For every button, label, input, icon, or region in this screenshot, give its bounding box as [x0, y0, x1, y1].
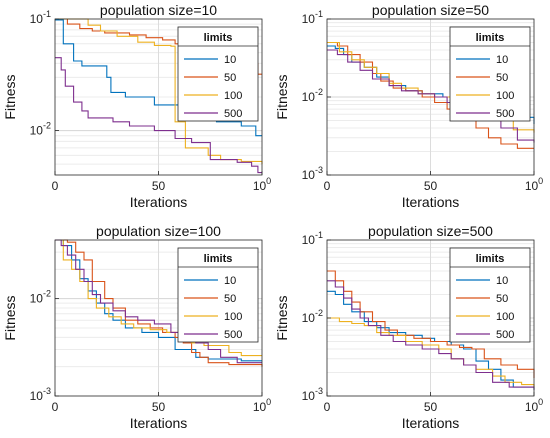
legend-title: limits: [476, 253, 505, 265]
legend-label: 50: [496, 72, 508, 84]
legend-box: [449, 26, 531, 122]
x-tick-label: 0: [324, 179, 331, 193]
legend-box: [449, 247, 531, 343]
subplot-title: population size=500: [368, 223, 493, 239]
legend-label: 10: [496, 54, 508, 66]
legend: limits 10 50 100 500: [177, 26, 259, 122]
legend-label: 10: [496, 275, 508, 287]
x-tick-label: 0: [324, 400, 331, 414]
series-line-500: [55, 239, 262, 364]
legend-label: 50: [496, 293, 508, 305]
series-line-500: [327, 280, 535, 390]
y-tick-label: 10-2: [302, 308, 323, 325]
legend-label: 100: [224, 90, 242, 102]
legend: limits 10 50 100 500: [449, 247, 531, 343]
x-tick-label: 100: [253, 176, 271, 193]
legend-label: 100: [496, 90, 514, 102]
y-tick-label: 10-1: [30, 9, 51, 26]
legend-label: 500: [224, 329, 242, 341]
x-tick-label: 0: [52, 179, 59, 193]
series-line-100: [55, 239, 262, 357]
legend-box: [177, 26, 259, 122]
legend-label: 10: [224, 275, 236, 287]
legend-title: limits: [204, 253, 233, 265]
y-tick-label: 10-3: [30, 386, 51, 403]
subplot-1: 0 50 100 10-2 10-1 population size=10 Iteratio…: [2, 2, 271, 210]
legend-box: [177, 247, 259, 343]
legend-label: 10: [224, 54, 236, 66]
x-axis-label: Iterations: [402, 415, 460, 431]
legend-label: 100: [224, 311, 242, 323]
series-group: [327, 270, 535, 390]
legend: limits 10 50 100 500: [449, 26, 531, 122]
x-axis-label: Iterations: [130, 415, 188, 431]
legend-label: 50: [224, 72, 236, 84]
legend-title: limits: [204, 32, 233, 44]
x-tick-label: 50: [424, 400, 438, 414]
series-line-10: [55, 19, 262, 137]
legend-label: 100: [496, 311, 514, 323]
x-tick-label: 100: [525, 176, 543, 193]
legend-title: limits: [476, 32, 505, 44]
subplot-3: 0 50 100 10-3 10-2 population size=100 Iterati…: [2, 223, 271, 431]
y-axis-label: Fitness: [2, 295, 18, 340]
subplot-2: 0 50 100 10-3 10-2 10-1 population size=50 Iter…: [274, 2, 543, 210]
y-tick-label: 10-1: [302, 230, 323, 247]
series-line-50: [327, 270, 535, 378]
y-tick-label: 10-1: [302, 9, 323, 26]
y-axis-label: Fitness: [2, 74, 18, 119]
subplot-title: population size=100: [96, 223, 221, 239]
legend-label: 500: [496, 329, 514, 341]
y-axis-label: Fitness: [274, 74, 290, 119]
series-line-100: [55, 18, 263, 165]
series-line-50: [55, 239, 263, 367]
legend-label: 50: [224, 293, 236, 305]
y-axis-label: Fitness: [274, 295, 290, 340]
subplot-4: 0 50 100 10-3 10-2 10-1 population size=500 Ite…: [274, 223, 543, 431]
y-tick-label: 10-2: [30, 121, 51, 138]
y-tick-label: 10-3: [302, 165, 323, 182]
x-tick-label: 0: [52, 400, 59, 414]
x-axis-label: Iterations: [130, 194, 188, 210]
y-tick-label: 10-2: [302, 87, 323, 104]
series-group: [55, 239, 263, 367]
legend: limits 10 50 100 500: [177, 247, 259, 343]
subplot-title: population size=10: [100, 2, 217, 18]
x-tick-label: 50: [424, 179, 438, 193]
y-tick-label: 10-3: [302, 386, 323, 403]
x-axis-label: Iterations: [402, 194, 460, 210]
x-tick-label: 50: [152, 179, 166, 193]
legend-label: 500: [496, 108, 514, 120]
y-tick-label: 10-2: [30, 289, 51, 306]
subplot-title: population size=50: [372, 2, 489, 18]
series-group: [55, 18, 263, 174]
x-tick-label: 50: [152, 400, 166, 414]
series-line-100: [327, 317, 535, 388]
legend-label: 500: [224, 108, 242, 120]
x-tick-label: 100: [525, 397, 543, 414]
series-line-500: [55, 57, 262, 174]
x-tick-label: 100: [253, 397, 271, 414]
